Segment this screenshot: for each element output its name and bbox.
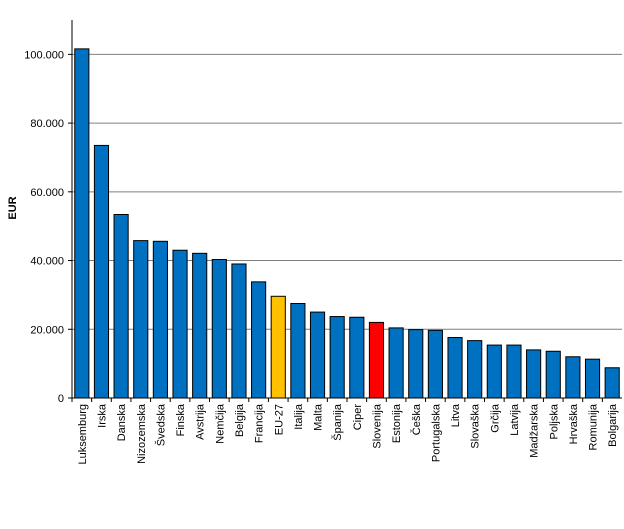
bar — [447, 337, 463, 399]
y-tick-label: 40.000 — [30, 256, 64, 268]
bar — [467, 340, 483, 399]
y-tick-labels: 0 20.000 40.000 60.000 80.000 100.000 — [24, 49, 72, 405]
x-tick-label: Švedska — [154, 403, 167, 446]
x-tick-label: Bolgarija — [607, 403, 619, 447]
bar — [172, 249, 188, 399]
x-tick-label: Madžarska — [529, 403, 541, 458]
x-tick-label: Ciper — [352, 404, 364, 431]
x-tick-label: Romunija — [588, 403, 600, 450]
bar — [152, 240, 168, 399]
x-tick-label: Češka — [410, 403, 423, 435]
bar — [526, 349, 542, 399]
x-tick-label: Grčija — [489, 403, 501, 433]
x-tick-label: Španija — [331, 403, 344, 441]
x-tick-label: Slovaška — [470, 403, 482, 449]
bar — [408, 329, 424, 399]
bar — [211, 259, 227, 399]
y-tick-label: 80.000 — [30, 118, 64, 130]
x-tick-label: Avstrija — [195, 403, 207, 440]
bar — [192, 252, 208, 399]
x-tick-label: Litva — [450, 403, 462, 427]
bar — [231, 263, 247, 399]
y-tick-label: 60.000 — [30, 187, 64, 199]
bar — [93, 144, 110, 399]
x-tick-label: Portugalska — [430, 403, 442, 462]
x-tick-label: Nizozemska — [136, 403, 148, 464]
bar — [368, 321, 385, 399]
y-tick-label: 100.000 — [24, 49, 64, 61]
bar — [329, 316, 345, 399]
x-tick-label: Nemčija — [214, 403, 226, 444]
bar — [604, 367, 620, 399]
x-tick-label: EU-27 — [273, 404, 285, 435]
bar — [290, 303, 306, 399]
x-tick-label: Hrvaška — [568, 403, 580, 444]
x-tick-labels: Luksemburg Irska Danska Nizozemska Švedska Fi… — [71, 398, 619, 465]
x-tick-label: Irska — [96, 403, 108, 428]
x-tick-label: Danska — [116, 403, 128, 441]
bar — [133, 240, 149, 399]
bar — [74, 48, 90, 399]
bar — [270, 295, 286, 399]
y-axis-label: EUR — [7, 196, 19, 219]
bar — [309, 311, 326, 399]
y-tick-label: 0 — [58, 393, 64, 405]
bar — [251, 281, 267, 399]
bar — [584, 358, 601, 399]
x-tick-label: Estonija — [391, 403, 403, 443]
x-tick-label: Malta — [313, 403, 325, 431]
bar — [565, 356, 581, 399]
bar — [545, 350, 561, 399]
bar — [506, 344, 522, 399]
bar — [113, 213, 129, 399]
x-tick-label: Latvija — [509, 403, 521, 436]
bar — [349, 316, 365, 399]
x-tick-label: Luksemburg — [77, 404, 89, 465]
bar — [427, 329, 443, 399]
bars — [74, 48, 620, 399]
x-tick-label: Finska — [175, 403, 187, 436]
bar — [486, 344, 502, 399]
x-tick-label: Slovenija — [371, 403, 383, 449]
x-tick-label: Belgija — [234, 403, 246, 437]
y-tick-label: 20.000 — [30, 324, 64, 336]
x-tick-label: Italija — [293, 403, 305, 430]
x-tick-label: Poljska — [548, 403, 560, 439]
x-tick-label: Francija — [254, 403, 266, 443]
bar — [388, 327, 404, 399]
